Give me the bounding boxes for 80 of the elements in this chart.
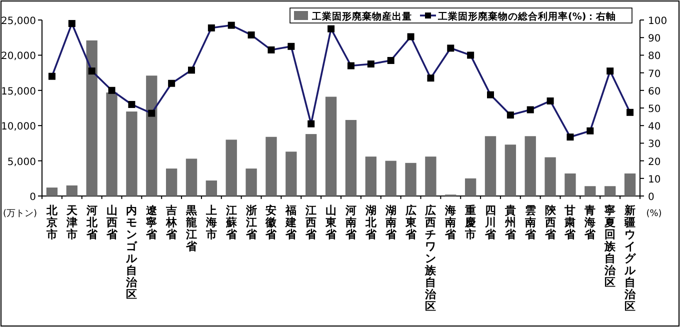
bar — [46, 188, 58, 196]
category-label: 新疆ウイグル自治区 — [624, 204, 636, 313]
y2-tick-label: 100 — [648, 16, 668, 27]
x-tick-label: 雲南省 — [524, 204, 537, 241]
bar — [385, 160, 396, 196]
y2-tick-label: 30 — [648, 139, 661, 150]
legend-label: 工業固形廃棄物産出量 — [311, 10, 412, 22]
bar — [126, 112, 138, 196]
x-tick-label: 内モンゴル自治区 — [125, 204, 138, 301]
x-tick-label: 青海省 — [584, 204, 597, 241]
x-tick-label: 天津市 — [65, 204, 78, 241]
bar — [66, 185, 78, 196]
x-tick-label: 四川省 — [484, 204, 497, 241]
x-tick-label: 福建省 — [284, 204, 298, 241]
bar — [604, 186, 616, 196]
x-tick-label: 湖南省 — [384, 204, 398, 241]
x-tick-label: 陝西省 — [544, 204, 557, 241]
bar — [246, 168, 257, 196]
x-tick-label: 貴州省 — [504, 204, 517, 241]
bar — [464, 178, 476, 196]
x-tick-label: 海南省 — [444, 204, 458, 241]
bar — [146, 76, 158, 196]
bar — [286, 152, 297, 196]
bar — [564, 173, 576, 196]
bar — [365, 156, 376, 196]
x-tick-label: 広東省 — [404, 204, 418, 241]
bar — [226, 140, 237, 196]
bar — [206, 180, 218, 196]
bar — [106, 92, 118, 196]
y-tick-label: 15,000 — [1, 86, 36, 98]
category-label: 広西チワン族自治区 — [425, 204, 436, 313]
x-tick-label: 湖北省 — [364, 204, 378, 241]
x-tick-label: 遼寧省 — [145, 204, 158, 241]
bar — [405, 162, 416, 196]
bar — [186, 158, 198, 196]
x-tick-label: 北京市 — [45, 204, 58, 241]
bar — [266, 136, 277, 196]
y-tick-label: 10,000 — [1, 122, 36, 133]
y2-tick-label: 0 — [648, 192, 654, 203]
x-tick-label: 山西省 — [105, 204, 118, 241]
bar — [484, 136, 496, 196]
x-tick-label: 山東省 — [324, 204, 338, 241]
y-tick-label: 20,000 — [1, 51, 36, 62]
x-tick-label: 江蘇省 — [224, 204, 238, 241]
x-tick-label: 吉林省 — [165, 204, 178, 241]
y2-tick-label: 40 — [648, 122, 661, 133]
bar — [306, 134, 317, 196]
x-tick-label: 黒龍江省 — [185, 204, 198, 253]
y2-tick-label: 80 — [648, 51, 661, 62]
x-tick-label: 河北省 — [85, 204, 98, 241]
x-tick-label: 安徽省 — [264, 204, 278, 241]
y2-tick-label: 20 — [648, 156, 661, 168]
y2-tick-label: 50 — [648, 104, 661, 115]
y2-tick-label: 60 — [648, 86, 661, 98]
bar — [325, 96, 337, 196]
y-tick-label: 25,000 — [1, 16, 36, 27]
bar — [544, 157, 556, 196]
y2-tick-label: 70 — [648, 68, 661, 80]
legend-label: 工業固形廃棄物の総合利用率(%)：右軸 — [437, 10, 616, 22]
bar — [524, 136, 536, 196]
y2-tick-label: 90 — [648, 34, 661, 45]
y-tick-label: 5,000 — [7, 156, 36, 168]
bar — [624, 173, 636, 196]
bar — [425, 156, 436, 196]
x-tick-label: 江西省 — [304, 204, 318, 241]
y-axis-title: (万トン) — [2, 209, 38, 219]
bar — [584, 186, 596, 196]
bar — [345, 120, 357, 196]
x-tick-label: 河南省 — [344, 204, 358, 241]
y2-axis-title: (%) — [646, 209, 662, 219]
x-tick-label: 浙江省 — [244, 204, 258, 241]
y-tick-label: 0 — [30, 192, 36, 203]
bar — [504, 144, 516, 196]
x-tick-label: 重慶市 — [464, 204, 476, 241]
x-tick-label: 上海市 — [204, 204, 217, 241]
bar — [166, 168, 178, 196]
x-tick-label: 寧夏回族自治区 — [604, 204, 617, 289]
x-tick-label: 甘粛省 — [564, 204, 577, 241]
y2-tick-label: 10 — [648, 174, 661, 186]
bar — [86, 40, 98, 196]
